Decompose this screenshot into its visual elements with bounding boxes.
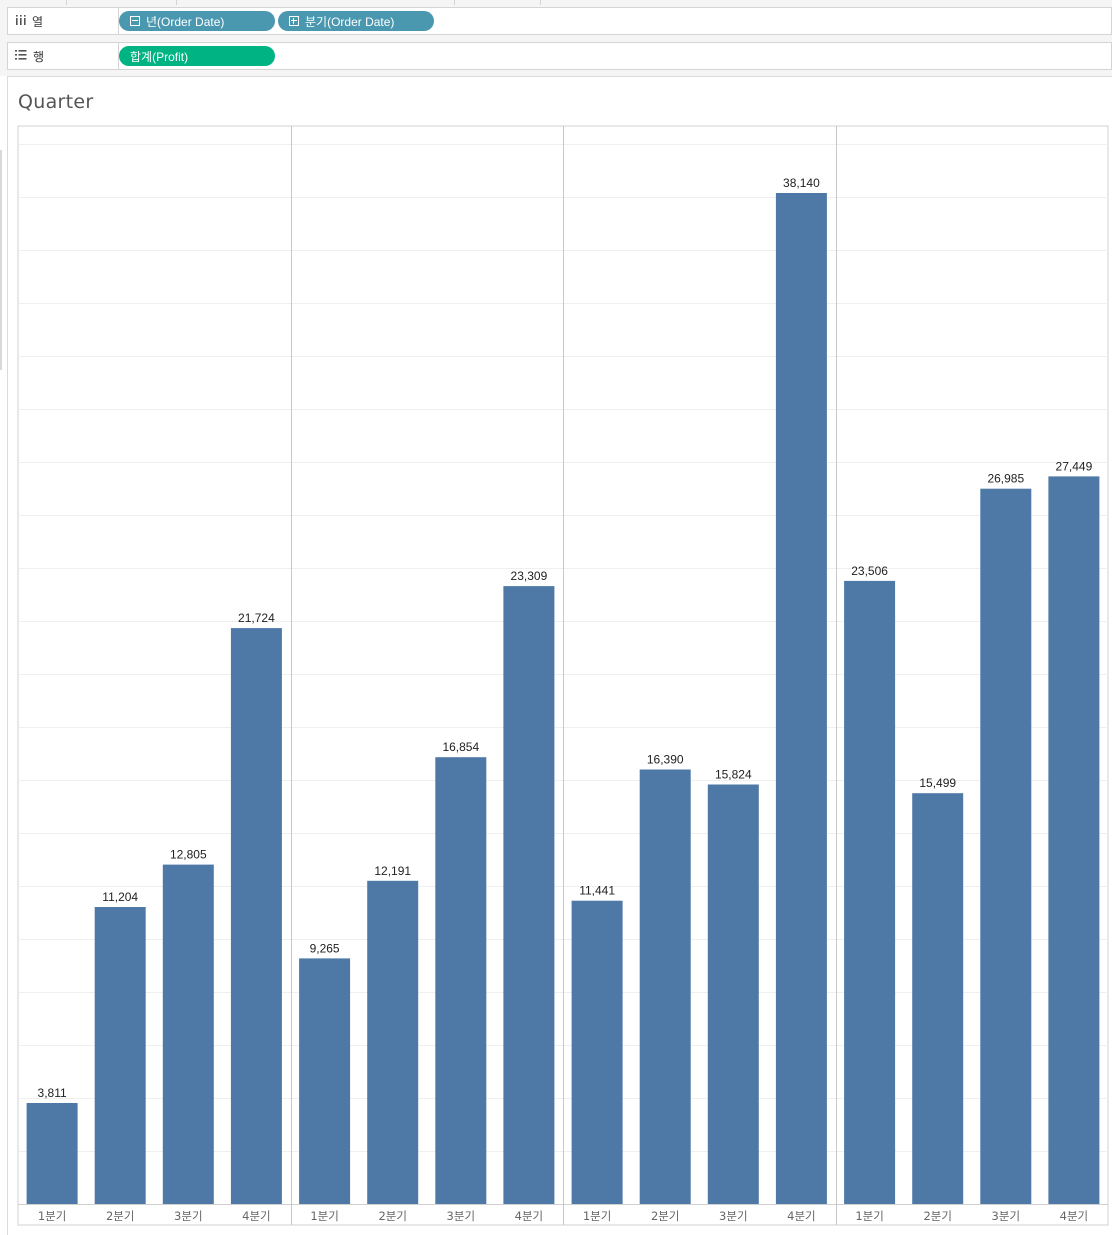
bar (503, 586, 555, 1204)
quarter-order-date-pill[interactable]: 분기(Order Date) (278, 11, 434, 31)
rows-shelf-label: 행 (8, 43, 119, 69)
bar (367, 880, 419, 1204)
bar (571, 900, 623, 1204)
rows-shelf-title: 행 (33, 49, 45, 64)
data-label: 38,140 (783, 176, 820, 190)
bar (912, 793, 964, 1204)
bar (707, 784, 759, 1204)
toolbar-segment (176, 0, 455, 5)
x-tick-label: 4분기 (242, 1209, 270, 1223)
data-label: 27,449 (1056, 459, 1093, 473)
data-label: 23,309 (511, 569, 548, 583)
x-tick-label: 2분기 (923, 1209, 951, 1223)
data-label: 12,191 (374, 864, 411, 878)
x-tick-label: 2분기 (651, 1209, 679, 1223)
x-tick-label: 4분기 (787, 1209, 815, 1223)
data-label: 16,854 (442, 740, 479, 754)
x-tick-label: 4분기 (1060, 1209, 1088, 1223)
toolbar-segment (0, 0, 67, 5)
data-label: 12,805 (170, 848, 207, 862)
columns-icon (15, 14, 26, 28)
pill-label: 년(Order Date) (146, 14, 225, 29)
x-tick-label: 2분기 (106, 1209, 134, 1223)
year-order-date-pill[interactable]: 년(Order Date) (119, 11, 275, 31)
data-label: 11,441 (579, 884, 615, 898)
x-tick-label: 1분기 (855, 1209, 883, 1223)
data-label: 9,265 (310, 941, 340, 955)
x-tick-label: 3분기 (992, 1209, 1020, 1223)
bar (299, 958, 351, 1204)
sum-profit-pill[interactable]: 합계(Profit) (119, 46, 275, 66)
collapse-icon[interactable] (130, 16, 140, 26)
pill-label: 분기(Order Date) (305, 14, 395, 29)
rows-shelf[interactable]: 행 합계(Profit) (7, 42, 1112, 70)
bar (775, 193, 827, 1204)
bar (435, 757, 487, 1204)
data-label: 11,204 (102, 890, 138, 904)
data-label: 15,499 (919, 776, 956, 790)
shelves-panel: 열 년(Order Date) 분기(Order Date) 행 (0, 0, 1112, 76)
bar (94, 907, 146, 1204)
scroll-edge (0, 150, 2, 370)
x-tick-label: 2분기 (378, 1209, 406, 1223)
worksheet-title: Quarter (18, 91, 94, 113)
x-tick-label: 1분기 (310, 1209, 338, 1223)
data-label: 26,985 (987, 472, 1024, 486)
toolbar-segment (66, 0, 177, 5)
data-label: 3,811 (38, 1086, 67, 1100)
bar (26, 1103, 78, 1204)
bar (639, 769, 691, 1204)
x-tick-label: 4분기 (515, 1209, 543, 1223)
expand-icon[interactable] (289, 16, 299, 26)
x-tick-label: 3분기 (719, 1209, 747, 1223)
toolbar-segment (454, 0, 541, 5)
x-tick-label: 3분기 (174, 1209, 202, 1223)
top-toolbar-strip (0, 0, 1112, 6)
x-tick-label: 1분기 (38, 1209, 66, 1223)
x-tick-label: 3분기 (447, 1209, 475, 1223)
columns-shelf-label: 열 (8, 8, 119, 34)
bar (230, 628, 282, 1204)
rows-icon (15, 49, 27, 63)
x-tick-label: 1분기 (583, 1209, 611, 1223)
data-label: 16,390 (647, 753, 684, 767)
columns-shelf-title: 열 (32, 14, 44, 29)
data-label: 15,824 (715, 768, 752, 782)
data-label: 21,724 (238, 611, 275, 625)
bar (162, 864, 214, 1204)
bar (1048, 476, 1100, 1204)
bar (980, 488, 1032, 1204)
columns-shelf[interactable]: 열 년(Order Date) 분기(Order Date) (7, 7, 1112, 35)
pill-label: 합계(Profit) (130, 49, 189, 64)
bar (844, 580, 896, 1204)
data-label: 23,506 (851, 564, 888, 578)
